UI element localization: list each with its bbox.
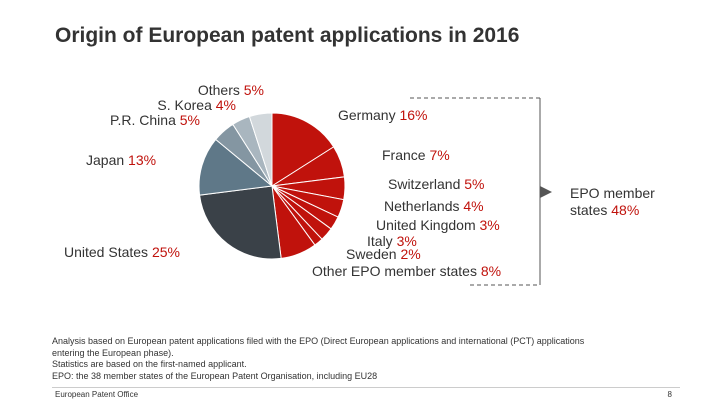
label-us: United States 25% [64,244,180,260]
pie-slices [198,112,346,260]
label-uk-name: United Kingdom [376,217,476,233]
label-sweden: Sweden 2% [346,246,421,262]
label-uk-pct: 3% [479,217,500,233]
pie-slice-others [248,112,273,187]
bracket-arrow [540,186,552,198]
label-epo-group: EPO member states 48% [570,185,680,219]
leader-lines [410,97,552,286]
label-korea-name: S. Korea [157,97,212,113]
footnote-line: Analysis based on European patent applic… [52,336,585,346]
label-other-epo: Other EPO member states 8% [312,263,501,279]
label-switzerland: Switzerland 5% [388,176,485,192]
label-other-epo-name: Other EPO member states [312,263,477,279]
pie-slice-japan [198,138,274,196]
label-other-epo-pct: 8% [480,263,502,279]
label-sweden-name: Sweden [346,246,397,262]
label-china-name: P.R. China [109,112,176,128]
label-italy-pct: 3% [396,233,417,249]
label-switzerland-name: Switzerland [388,176,461,192]
label-switzerland-pct: 5% [464,176,485,192]
label-others-pct: 5% [243,82,264,98]
label-germany-pct: 16% [399,107,428,123]
label-korea: S. Korea 4% [157,97,236,113]
label-netherlands: Netherlands 4% [384,198,484,214]
label-netherlands-name: Netherlands [384,198,460,214]
label-us-name: United States [64,244,149,260]
label-italy: Italy 3% [367,233,417,249]
label-germany-name: Germany [338,107,396,123]
footnotes: Analysis based on European patent applic… [52,336,672,382]
pie-slice-united-states [199,185,282,260]
label-germany: Germany 16% [338,107,428,123]
label-france: France 7% [382,147,450,163]
label-others-name: Others [197,82,240,98]
label-china-pct: 5% [179,112,200,128]
footer-organisation: European Patent Office [55,390,139,399]
label-japan-name: Japan [86,152,125,168]
label-us-pct: 25% [151,244,180,260]
label-japan-pct: 13% [128,152,157,168]
label-korea-pct: 4% [215,97,236,113]
page-number: 8 [667,390,672,399]
page-title: Origin of European patent applications i… [55,24,520,47]
footnote-line: EPO: the 38 member states of the Europea… [52,370,378,381]
label-italy-name: Italy [367,233,393,249]
pie-slice-germany [271,112,335,187]
label-china: P.R. China 5% [110,112,200,128]
footer-divider [52,387,680,388]
label-others: Others 5% [198,82,264,98]
footnote-line: entering the European phase). [52,347,174,358]
label-netherlands-pct: 4% [463,198,484,214]
label-sweden-pct: 2% [400,246,421,262]
label-japan: Japan 13% [86,152,156,168]
label-uk: United Kingdom 3% [376,217,500,233]
footnote-line: Statistics are based on the first-named … [52,359,247,369]
label-epo-group-pct: 48% [611,202,640,218]
label-france-name: France [382,147,426,163]
label-france-pct: 7% [429,147,450,163]
label-epo-group-name: EPO member states [570,185,655,218]
